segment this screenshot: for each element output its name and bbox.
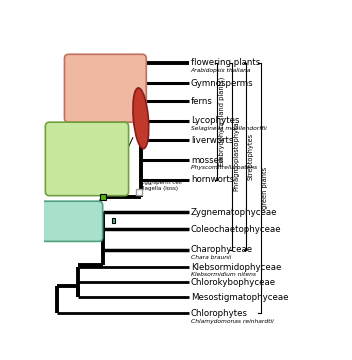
Text: ARF: ARF — [54, 174, 70, 183]
Text: ROS network: ROS network — [50, 222, 102, 231]
Text: Klebsormidophyceae: Klebsormidophyceae — [191, 263, 281, 272]
Text: mosses: mosses — [191, 156, 223, 165]
Text: Gymnosperms: Gymnosperms — [191, 79, 253, 88]
Text: Streptophytes: Streptophytes — [247, 132, 253, 180]
Text: Embryophyta (land plants): Embryophyta (land plants) — [218, 76, 225, 166]
FancyBboxPatch shape — [137, 189, 143, 195]
Text: hornworts: hornworts — [191, 175, 234, 184]
Text: Zygnematophyceae: Zygnematophyceae — [191, 208, 277, 217]
Text: Selaginella moellendorffii: Selaginella moellendorffii — [191, 126, 266, 131]
Text: Trihelix TF: Trihelix TF — [50, 211, 90, 220]
Text: Phragmoplastophyta: Phragmoplastophyta — [233, 121, 239, 191]
Text: Jasmonic acid: Jasmonic acid — [74, 100, 129, 109]
Text: Coleochaetophyceae: Coleochaetophyceae — [191, 225, 281, 234]
Ellipse shape — [133, 88, 149, 149]
Text: liverworts: liverworts — [191, 136, 233, 145]
Text: LysM-RK: LysM-RK — [50, 232, 83, 241]
Text: Phragmoplasts: Phragmoplasts — [54, 144, 114, 153]
Text: Egg/sperm cell
flagella (loss): Egg/sperm cell flagella (loss) — [141, 180, 182, 191]
Text: PYR: PYR — [74, 89, 88, 98]
Text: ferns: ferns — [191, 97, 213, 106]
FancyBboxPatch shape — [64, 54, 146, 122]
Text: Klebsormidium nitens: Klebsormidium nitens — [191, 273, 256, 278]
Text: Chara braunii: Chara braunii — [191, 255, 231, 260]
Text: Chlorophytes: Chlorophytes — [191, 309, 248, 318]
Text: Salicylic acid: Salicylic acid — [74, 111, 126, 120]
Text: Arabidopsis thaliana: Arabidopsis thaliana — [191, 68, 251, 73]
Text: Chlorokybophyceae: Chlorokybophyceae — [191, 278, 276, 287]
FancyBboxPatch shape — [41, 201, 103, 242]
Text: GUN1: GUN1 — [54, 185, 77, 194]
Text: Aux/IAA: Aux/IAA — [54, 164, 86, 173]
FancyBboxPatch shape — [112, 219, 114, 223]
Text: Chlamydomonas reinhardtii: Chlamydomonas reinhardtii — [191, 319, 274, 324]
Text: TIR: TIR — [74, 78, 86, 87]
Text: TANGLED1: TANGLED1 — [74, 67, 116, 76]
Text: Charophyceae: Charophyceae — [191, 245, 253, 254]
FancyBboxPatch shape — [45, 122, 128, 195]
Text: Physcomitrella patens: Physcomitrella patens — [191, 166, 257, 170]
FancyBboxPatch shape — [100, 194, 106, 200]
Text: Egg/sperm cell: Egg/sperm cell — [54, 133, 114, 142]
Text: EIN2: EIN2 — [54, 154, 73, 163]
Text: flowering plants: flowering plants — [191, 58, 260, 67]
Text: Mesostigmatophyceae: Mesostigmatophyceae — [191, 293, 288, 302]
Text: Lycophytes: Lycophytes — [191, 116, 239, 125]
Text: green plants: green plants — [262, 167, 268, 209]
